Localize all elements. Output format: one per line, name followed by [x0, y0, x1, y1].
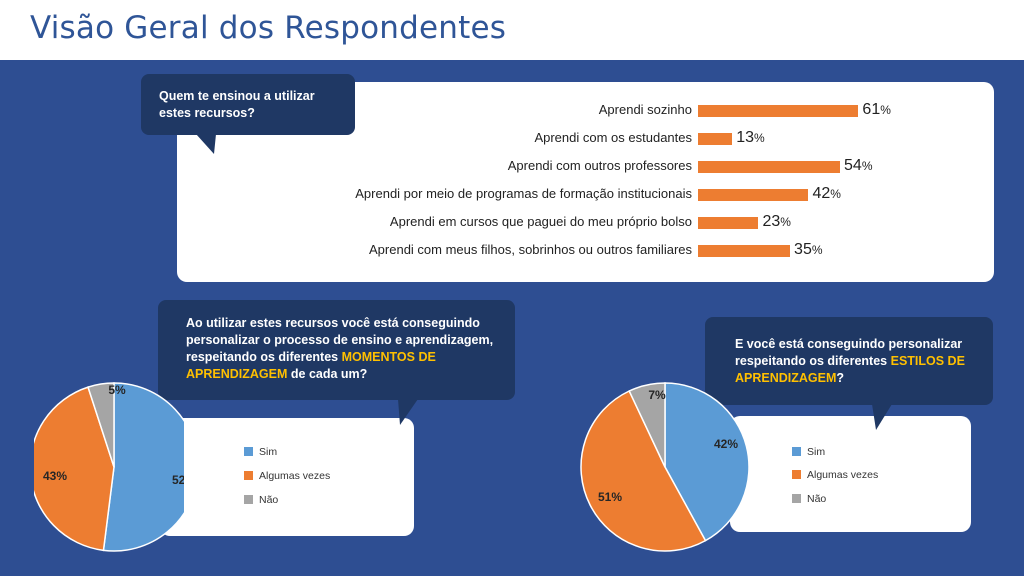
- question-bubble-teachers: Quem te ensinou a utilizar estes recurso…: [141, 74, 355, 135]
- pie-data-label: 42%: [714, 437, 738, 451]
- bar: [698, 105, 859, 117]
- pie-card-styles: Sim Algumas vezes Não: [730, 416, 971, 532]
- legend-item-algumas: Algumas vezes: [244, 470, 330, 482]
- question-line: respeitando os diferentes MOMENTOS DE: [186, 350, 436, 364]
- bar-label: Aprendi com outros professores: [507, 158, 692, 173]
- question-line: Quem te ensinou a utilizar: [159, 89, 315, 103]
- bar-value-label: 23%: [762, 213, 791, 230]
- pie-data-label: 51%: [598, 490, 622, 504]
- question-line: E você está conseguindo personalizar: [735, 337, 963, 351]
- bubble-tail: [398, 399, 418, 425]
- pie-chart-styles: 42% 51% 7%: [580, 382, 750, 552]
- pie-data-label: 5%: [108, 383, 126, 397]
- question-line: Ao utilizar estes recursos você está con…: [186, 316, 480, 330]
- pie-card-moments: Sim Algumas vezes Não: [160, 418, 414, 536]
- pie-slice: [664, 382, 750, 542]
- legend-swatch: [792, 494, 801, 503]
- legend-swatch: [792, 447, 801, 456]
- bar: [698, 189, 809, 201]
- question-bubble-moments: Ao utilizar estes recursos você está con…: [158, 300, 515, 400]
- legend-swatch: [244, 471, 253, 480]
- pie-slice: [87, 382, 115, 468]
- bar-value-label: 13%: [736, 129, 765, 146]
- bar: [698, 217, 759, 229]
- page-title: Visão Geral dos Respondentes: [30, 10, 507, 46]
- bar-label: Aprendi com os estudantes: [534, 130, 692, 145]
- legend-swatch: [244, 495, 253, 504]
- legend-swatch: [244, 447, 253, 456]
- pie-slice: [580, 389, 707, 552]
- legend-item-nao: Não: [244, 494, 278, 506]
- bar-value-label: 42%: [812, 185, 841, 202]
- question-line: APRENDIZAGEM de cada um?: [186, 367, 368, 381]
- pie-data-label: 43%: [43, 469, 67, 483]
- question-bubble-styles: E você está conseguindo personalizar res…: [705, 317, 993, 405]
- question-line: respeitando os diferentes ESTILOS DE: [735, 354, 965, 368]
- bar: [698, 161, 841, 173]
- bar-label: Aprendi por meio de programas de formaçã…: [355, 186, 692, 201]
- bar-value-label: 61%: [862, 101, 891, 118]
- legend-item-sim: Sim: [792, 446, 825, 458]
- bar-value-label: 35%: [794, 241, 823, 258]
- question-line: APRENDIZAGEM?: [735, 371, 845, 385]
- pie-slice: [102, 382, 184, 552]
- legend-item-nao: Não: [792, 493, 826, 505]
- bar-value-label: 54%: [844, 157, 873, 174]
- legend-swatch: [792, 470, 801, 479]
- pie-slice: [628, 382, 666, 468]
- pie-slice: [34, 386, 115, 552]
- title-bar: Visão Geral dos Respondentes: [0, 0, 1024, 60]
- pie-chart-moments: 52% 43% 5%: [34, 382, 184, 552]
- question-line: personalizar o processo de ensino e apre…: [186, 333, 494, 347]
- bubble-tail: [872, 404, 892, 430]
- bar-label: Aprendi com meus filhos, sobrinhos ou ou…: [369, 242, 692, 257]
- legend-item-sim: Sim: [244, 446, 277, 458]
- question-line: estes recursos?: [159, 106, 255, 120]
- bar-label: Aprendi em cursos que paguei do meu próp…: [389, 214, 692, 229]
- bubble-tail: [196, 134, 216, 154]
- pie-data-label: 52%: [172, 473, 184, 487]
- pie-data-label: 7%: [648, 388, 666, 402]
- bar: [698, 245, 791, 257]
- bar: [698, 133, 733, 145]
- bar-label: Aprendi sozinho: [598, 102, 692, 117]
- legend-item-algumas: Algumas vezes: [792, 469, 878, 481]
